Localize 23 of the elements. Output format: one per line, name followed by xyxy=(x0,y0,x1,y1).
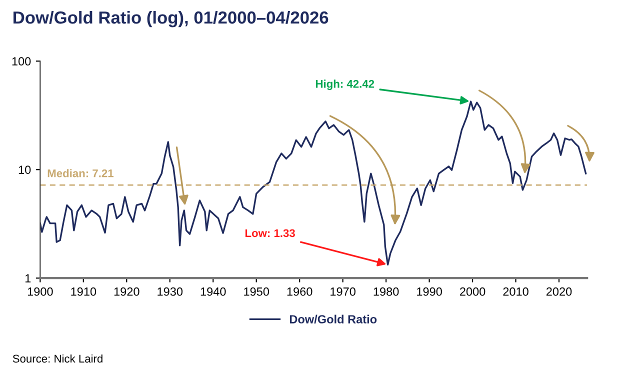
annotation: Low: 1.33 xyxy=(245,229,295,238)
x-tick-label: 1930 xyxy=(158,287,183,296)
y-tick-label: 1 xyxy=(25,274,31,282)
source-note: Source: Nick Laird xyxy=(12,354,102,363)
ref-line-label: Median: 7.21 xyxy=(48,169,114,178)
chart-title: Dow/Gold Ratio (log), 01/2000–04/2026 xyxy=(14,10,328,28)
x-tick-label: 1960 xyxy=(287,287,312,296)
legend-label: Dow/Gold Ratio xyxy=(290,314,377,324)
y-tick-label: 100 xyxy=(12,57,31,66)
x-tick-label: 2020 xyxy=(546,287,572,296)
x-tick-label: 1970 xyxy=(330,287,356,296)
x-tick-label: 1940 xyxy=(200,287,226,296)
x-tick-label: 1910 xyxy=(71,287,96,296)
x-tick-label: 1950 xyxy=(244,287,270,296)
x-tick-label: 1900 xyxy=(28,287,53,296)
line-series xyxy=(40,100,587,266)
y-tick-label: 10 xyxy=(18,166,31,174)
annotation: High: 42.42 xyxy=(316,80,374,90)
x-tick-label: 1980 xyxy=(374,287,399,296)
x-tick-label: 2000 xyxy=(460,287,486,296)
x-tick-label: 1990 xyxy=(417,287,442,296)
x-tick-label: 1920 xyxy=(114,287,140,296)
x-tick-label: 2010 xyxy=(503,287,528,296)
